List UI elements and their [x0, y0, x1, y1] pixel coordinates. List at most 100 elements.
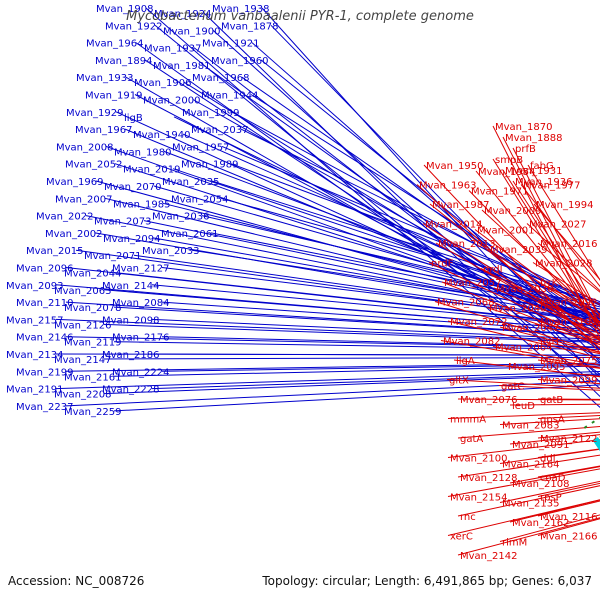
gene-label: Mvan_2078: [64, 303, 121, 314]
gene-label: Mvan_2057: [444, 278, 501, 289]
leader-line: [498, 385, 600, 391]
gene-label: Mvan_2186: [102, 350, 159, 361]
gene-label: Mvan_2103: [540, 317, 597, 328]
gene-label: leuD: [512, 401, 535, 412]
gene-label: Mvan_2035: [162, 177, 219, 188]
gene-label: Mvan_2002: [45, 229, 102, 240]
leader-line: [191, 249, 600, 315]
gene-label: Mvan_2166: [540, 532, 597, 543]
leader-line: [161, 301, 600, 333]
gene-label: Mvan_2093: [6, 281, 63, 292]
gene-label: fabG: [530, 161, 554, 172]
leader-line: [241, 76, 600, 327]
gene-label: Mvan_2075: [540, 356, 597, 367]
gene-label: Mvan_2052: [65, 160, 122, 171]
leader-line: [103, 356, 600, 360]
gene-label: Mvan_2128: [460, 473, 517, 484]
gene-label: Mvan_2099: [540, 376, 597, 387]
leader-line: [481, 209, 600, 319]
gene-label: Mvan_1922: [105, 21, 162, 32]
leader-line: [441, 281, 600, 346]
leader-line: [65, 301, 600, 336]
leader-line: [537, 398, 600, 400]
gene-label: Mvan_2064: [495, 343, 552, 354]
leader-line: [105, 145, 600, 324]
leader-line: [499, 480, 600, 503]
gene-label: Mvan_2072: [450, 317, 507, 328]
gene-label: Mvan_1981: [153, 61, 210, 72]
reverse-gene-leader-lines: [416, 125, 600, 556]
leader-line: [537, 242, 600, 293]
gene-label: Mvan_1969: [46, 177, 103, 188]
gene-label: Mvan_1894: [95, 56, 152, 67]
leader-line: [493, 287, 600, 335]
leader-line: [457, 485, 600, 517]
gene-label: Mvan_2036: [152, 212, 209, 223]
leader-line: [499, 418, 600, 425]
leader-line: [428, 262, 600, 344]
leader-line: [416, 184, 600, 349]
leader-line: [509, 466, 600, 484]
leader-line: [422, 223, 600, 342]
gene-label: Mvan_1900: [163, 26, 220, 37]
gene-label: ligA: [456, 356, 475, 367]
leader-line: [113, 341, 600, 351]
gene-label: Mvan_2030: [496, 284, 553, 295]
gene-label: Mvan_1924: [154, 9, 211, 20]
gene-label: Mvan_2071: [84, 251, 141, 262]
leader-line: [103, 374, 600, 395]
leader-line: [447, 412, 600, 419]
leader-line: [151, 353, 600, 356]
leader-line: [211, 180, 600, 304]
gene-label: Mvan_2127: [112, 264, 169, 275]
gene-label: Mvan_1977: [523, 181, 580, 192]
gene-label: Mvan_2176: [112, 333, 169, 344]
gene-label: Mvan_1870: [495, 122, 552, 133]
gene-label: gltX: [449, 376, 469, 387]
leader-line: [499, 514, 600, 542]
leader-line: [161, 267, 600, 322]
leader-line: [509, 434, 600, 445]
gene-label: coaD: [540, 473, 566, 484]
gene-label: gatA: [460, 434, 483, 445]
gene-label: Mvan_2082: [443, 337, 500, 348]
genome-summary: Topology: circular; Length: 6,491,865 bp…: [262, 574, 592, 588]
gene-label: xerC: [450, 532, 473, 543]
gene-label: Mvan_2083: [502, 421, 559, 432]
leader-line: [537, 281, 600, 315]
leader-line: [143, 220, 600, 316]
gene-label: Mvan_2022: [36, 212, 93, 223]
leader-line: [487, 248, 600, 323]
gene-label: Mvan_2014: [425, 220, 482, 231]
gene-label: Mvan_1937: [144, 44, 201, 55]
leader-line: [480, 268, 600, 331]
gene-label: Mvan_2054: [171, 194, 228, 205]
gene-label: Mvan_1908: [96, 4, 153, 15]
gene-label: Mvan_1878: [221, 21, 278, 32]
leader-line: [125, 76, 600, 351]
gene-label: Mvan_2044: [64, 269, 121, 280]
leader-line: [133, 254, 600, 322]
gene-label: Mvan_1960: [211, 56, 268, 67]
gene-label: nrdF: [431, 259, 454, 270]
gene-label: Mvan_2098: [102, 315, 159, 326]
gene-label: Mvan_2000: [143, 96, 200, 107]
leader-line: [113, 272, 600, 326]
gene-label: Mvan_2063: [54, 286, 111, 297]
leader-line: [434, 301, 600, 353]
leader-line: [65, 380, 600, 407]
gene-label: Mvan_2028: [535, 259, 592, 270]
leader-line: [163, 150, 600, 317]
gene-label: Mvan_1906: [134, 78, 191, 89]
gene-label: Mvan_2135: [502, 499, 559, 510]
leader-line: [55, 371, 600, 390]
gene-label: gatB: [540, 395, 563, 406]
gene-label: Mvan_1950: [426, 161, 483, 172]
gene-label: Mvan_2122: [540, 434, 597, 445]
gene-label: Mvan_2161: [64, 372, 121, 383]
gene-label: Mvan_1985: [113, 199, 170, 210]
gene-label: Mvan_1954: [478, 167, 535, 178]
gene-label: rimM: [502, 538, 527, 549]
